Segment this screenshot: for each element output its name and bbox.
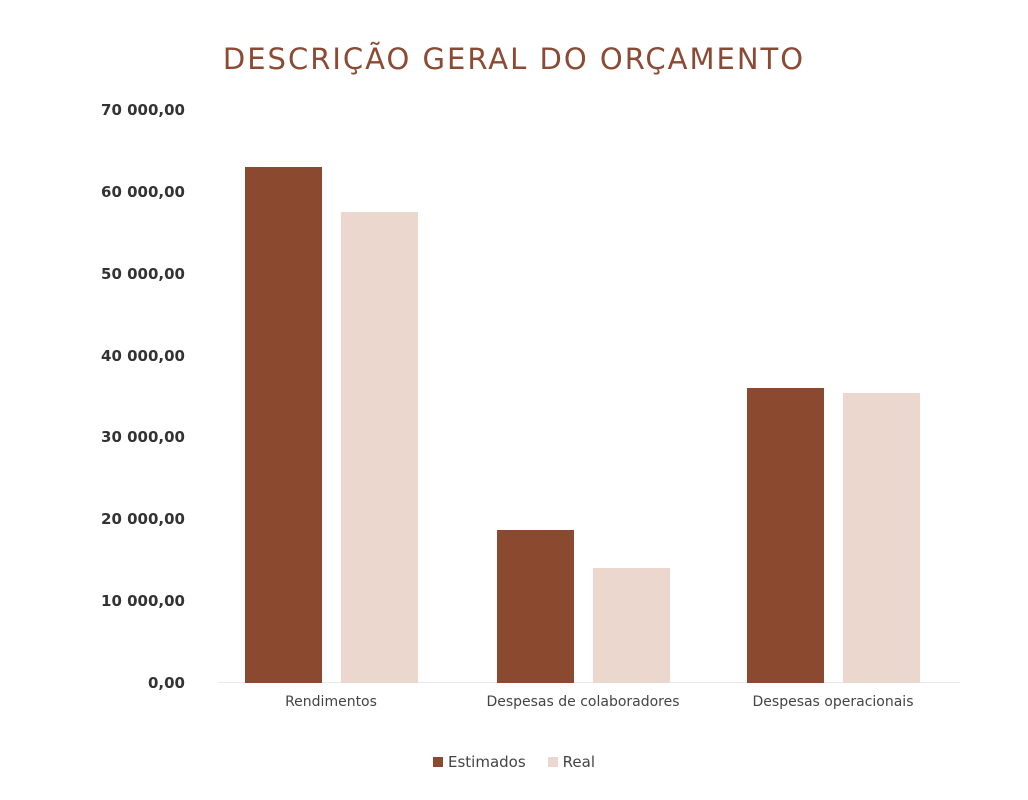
y-tick-label: 0,00 bbox=[147, 674, 185, 692]
y-tick-label: 50 000,00 bbox=[101, 264, 185, 283]
legend-swatch-real bbox=[547, 757, 558, 767]
legend-item-real: Real bbox=[547, 753, 595, 771]
bar-real-0 bbox=[340, 212, 418, 683]
legend-label-real: Real bbox=[562, 753, 595, 771]
y-tick-label: 30 000,00 bbox=[101, 428, 185, 447]
x-tick-label: Rendimentos bbox=[285, 694, 377, 710]
bar-estimados-1 bbox=[496, 529, 574, 683]
bar-real-2 bbox=[842, 393, 920, 683]
legend-swatch-estimados bbox=[432, 757, 443, 767]
x-tick-label: Despesas operacionais bbox=[752, 694, 914, 710]
y-tick-label: 40 000,00 bbox=[101, 346, 185, 365]
legend-label-estimados: Estimados bbox=[447, 753, 526, 771]
legend: Estimados Real bbox=[0, 753, 1028, 771]
bar-estimados-2 bbox=[746, 388, 824, 683]
y-tick-label: 20 000,00 bbox=[101, 510, 185, 529]
legend-item-estimados: Estimados bbox=[432, 753, 526, 771]
plot-area bbox=[218, 110, 960, 683]
y-tick-label: 70 000,00 bbox=[101, 101, 185, 119]
y-tick-label: 60 000,00 bbox=[101, 182, 185, 201]
x-tick-label: Despesas de colaboradores bbox=[486, 694, 680, 710]
y-tick-label: 10 000,00 bbox=[101, 592, 185, 611]
x-axis-line bbox=[218, 682, 960, 683]
bar-estimados-0 bbox=[244, 167, 322, 683]
bar-real-1 bbox=[592, 567, 670, 683]
chart-title: DESCRIÇÃO GERAL DO ORÇAMENTO bbox=[222, 42, 806, 76]
